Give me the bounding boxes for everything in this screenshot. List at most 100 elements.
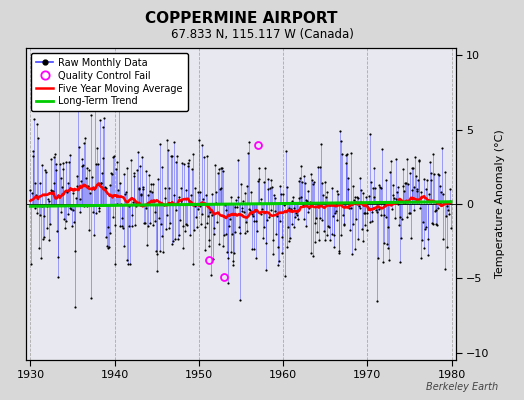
Point <box>129 199 137 205</box>
Point <box>183 163 192 170</box>
Point <box>158 233 167 240</box>
Point <box>154 176 162 182</box>
Point <box>292 212 301 218</box>
Point <box>178 159 186 166</box>
Point <box>324 223 332 229</box>
Point <box>57 208 65 215</box>
Point <box>210 225 219 231</box>
Point <box>446 186 454 192</box>
Title: COPPERMINE AIRPORT: COPPERMINE AIRPORT <box>145 11 337 26</box>
Point <box>97 180 105 186</box>
Point <box>230 250 238 256</box>
Point <box>102 185 111 192</box>
Point <box>86 112 95 118</box>
Point <box>151 218 160 224</box>
Point <box>389 192 398 198</box>
Point <box>358 238 367 244</box>
Point <box>163 136 171 143</box>
Point <box>328 230 336 237</box>
Point <box>229 258 237 264</box>
Y-axis label: Temperature Anomaly (°C): Temperature Anomaly (°C) <box>495 130 505 278</box>
Point <box>276 183 284 189</box>
Point <box>328 185 336 192</box>
Point <box>309 181 318 187</box>
Point <box>95 205 103 211</box>
Point <box>96 117 104 123</box>
Point <box>260 224 268 230</box>
Point <box>319 192 328 199</box>
Point <box>443 244 452 250</box>
Point <box>298 178 307 185</box>
Point <box>101 234 110 240</box>
Point <box>248 246 256 252</box>
Point <box>104 224 113 230</box>
Point <box>211 162 219 168</box>
Point <box>257 210 266 217</box>
Point <box>47 156 56 162</box>
Point <box>236 230 245 236</box>
Point <box>51 151 59 158</box>
Point <box>427 170 435 176</box>
Point <box>398 182 407 189</box>
Point <box>218 165 226 171</box>
Point <box>402 180 410 186</box>
Point <box>362 194 370 200</box>
Point <box>40 234 49 240</box>
Point <box>308 177 316 184</box>
Point <box>145 172 153 178</box>
Point <box>131 222 139 228</box>
Point <box>235 297 244 303</box>
Point <box>35 212 43 218</box>
Point <box>198 142 206 148</box>
Point <box>42 169 50 175</box>
Point <box>316 164 324 170</box>
Point <box>356 175 365 181</box>
Point <box>262 240 270 246</box>
Point <box>154 268 162 274</box>
Point <box>304 209 313 215</box>
Point <box>179 244 187 251</box>
Point <box>89 209 97 215</box>
Point <box>282 184 291 191</box>
Point <box>59 159 68 166</box>
Point <box>439 236 447 242</box>
Point <box>116 223 125 230</box>
Point <box>142 168 150 174</box>
Point <box>351 194 359 200</box>
Point <box>182 220 190 227</box>
Point <box>253 228 261 234</box>
Point <box>408 165 417 172</box>
Point <box>249 212 257 219</box>
Point <box>157 221 165 227</box>
Point <box>103 243 111 250</box>
Point <box>220 243 228 249</box>
Point <box>254 165 263 171</box>
Point <box>199 196 208 202</box>
Point <box>117 222 126 229</box>
Point <box>395 222 403 228</box>
Point <box>206 271 215 278</box>
Point <box>109 153 117 160</box>
Point <box>32 192 40 198</box>
Point <box>311 239 320 246</box>
Point <box>396 214 405 220</box>
Point <box>228 262 237 268</box>
Point <box>272 231 280 237</box>
Point <box>296 175 304 181</box>
Point <box>200 224 209 230</box>
Point <box>197 221 205 228</box>
Point <box>219 168 227 174</box>
Point <box>440 200 448 206</box>
Point <box>216 186 224 193</box>
Point <box>224 280 233 286</box>
Point <box>278 250 286 257</box>
Point <box>336 138 345 144</box>
Point <box>307 170 315 177</box>
Point <box>340 220 348 227</box>
Point <box>400 188 408 194</box>
Point <box>277 191 285 197</box>
Point <box>417 254 425 261</box>
Point <box>49 187 57 194</box>
Point <box>65 159 73 166</box>
Point <box>263 217 271 223</box>
